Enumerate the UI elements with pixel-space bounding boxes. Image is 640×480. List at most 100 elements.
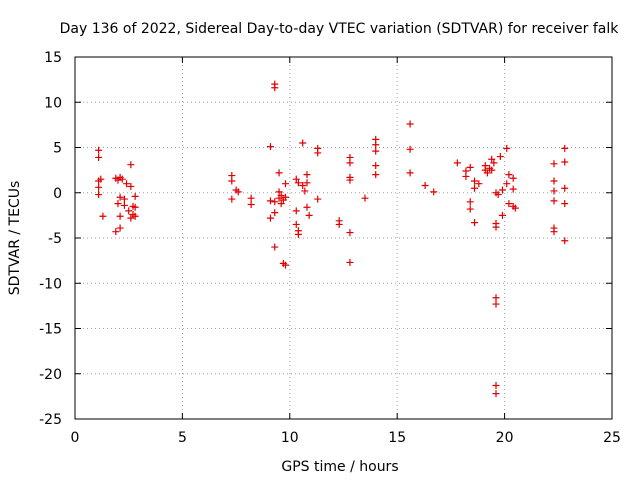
data-point (95, 146, 103, 154)
data-point (292, 207, 300, 215)
data-point (116, 193, 124, 201)
data-point (271, 84, 279, 92)
data-point (282, 261, 290, 269)
data-point (361, 194, 369, 202)
data-point (247, 201, 255, 209)
data-point (561, 237, 569, 245)
data-point (275, 188, 283, 196)
data-point (346, 258, 354, 266)
data-point (247, 194, 255, 202)
data-point (292, 175, 300, 183)
x-axis-label: GPS time / hours (281, 459, 398, 475)
data-point (550, 197, 558, 205)
x-tick-label: 25 (603, 430, 621, 446)
data-point (266, 143, 274, 151)
data-point (275, 169, 283, 177)
data-point (303, 203, 311, 211)
data-point (372, 147, 380, 155)
data-point (503, 180, 511, 188)
data-point (492, 382, 500, 390)
data-point (471, 177, 479, 185)
data-point (372, 141, 380, 149)
data-point (488, 155, 496, 163)
data-point (550, 187, 558, 195)
data-point (95, 191, 103, 199)
data-point (282, 193, 290, 201)
data-point (277, 191, 285, 199)
data-point (97, 175, 105, 183)
y-tick-label: -5 (48, 231, 62, 247)
data-point (561, 200, 569, 208)
data-point (550, 160, 558, 168)
data-point (282, 180, 290, 188)
data-point (550, 177, 558, 185)
y-tick-label: 10 (44, 95, 62, 111)
data-point (496, 153, 504, 161)
data-point (228, 195, 236, 203)
data-point (114, 200, 122, 208)
data-point (466, 205, 474, 213)
data-point (503, 144, 511, 152)
data-point (305, 211, 313, 219)
data-point (475, 180, 483, 188)
data-point (372, 171, 380, 179)
y-tick-label: -10 (39, 276, 62, 292)
data-point (346, 176, 354, 184)
data-point (127, 161, 135, 169)
data-point (271, 209, 279, 217)
data-point (453, 159, 461, 167)
data-point (505, 171, 513, 179)
x-tick-label: 5 (178, 430, 187, 446)
data-point (490, 159, 498, 167)
data-point (131, 212, 139, 220)
data-point (299, 139, 307, 147)
data-point (561, 184, 569, 192)
data-point (294, 179, 302, 187)
data-point (112, 228, 120, 236)
data-point (492, 390, 500, 398)
data-point (509, 185, 517, 193)
data-point (95, 183, 103, 191)
y-tick-label: -25 (39, 412, 62, 428)
data-point (550, 228, 558, 236)
data-point (488, 166, 496, 174)
data-point (471, 219, 479, 227)
data-point (271, 198, 279, 206)
data-point (498, 211, 506, 219)
grid-lines (75, 57, 612, 419)
data-point (406, 145, 414, 153)
data-point (301, 187, 309, 195)
data-point (314, 195, 322, 203)
data-point (462, 172, 470, 180)
data-points (95, 80, 569, 398)
data-point (372, 162, 380, 170)
data-point (346, 159, 354, 167)
data-point (406, 169, 414, 177)
data-point (492, 294, 500, 302)
data-point (127, 182, 135, 190)
data-point (492, 300, 500, 308)
data-point (509, 174, 517, 182)
data-point (466, 198, 474, 206)
data-point (406, 120, 414, 128)
data-point (116, 224, 124, 232)
data-point (234, 188, 242, 196)
y-tick-label: 15 (44, 50, 62, 66)
data-point (120, 201, 128, 209)
data-point (266, 197, 274, 205)
data-point (314, 149, 322, 157)
data-point (346, 229, 354, 237)
data-point (125, 207, 133, 215)
data-point (118, 175, 126, 183)
x-tick-label: 10 (281, 430, 299, 446)
data-point (299, 182, 307, 190)
data-point (303, 179, 311, 187)
data-point (421, 182, 429, 190)
data-point (561, 144, 569, 152)
data-point (294, 230, 302, 238)
chart-title: Day 136 of 2022, Sidereal Day-to-day VTE… (60, 21, 620, 37)
data-point (505, 200, 513, 208)
x-tick-label: 20 (496, 430, 514, 446)
data-point (335, 220, 343, 228)
